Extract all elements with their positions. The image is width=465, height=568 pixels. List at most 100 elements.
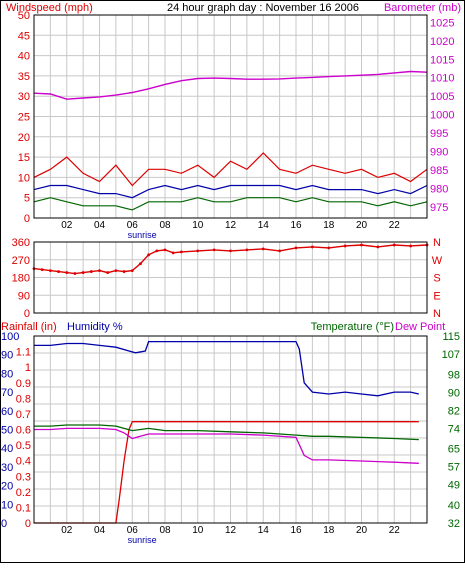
temperature-tick-label: 32 <box>448 518 460 530</box>
rain-panel-xtick-label: 16 <box>290 525 302 536</box>
wind-direction-point <box>229 249 232 253</box>
wind-direction-point <box>360 243 363 247</box>
direction-tick-label: 0 <box>24 308 30 320</box>
wind-direction-point <box>114 269 118 272</box>
rainfall-axis-label: Rainfall (in) <box>1 321 57 333</box>
wind-panel-xtick-label: 12 <box>225 220 237 231</box>
compass-letter-label: N <box>433 237 441 249</box>
barometer-tick-label: 985 <box>430 165 448 177</box>
humidity-axis-label: Humidity % <box>67 321 123 333</box>
rain-panel-xtick-label: 06 <box>127 525 139 536</box>
rain-panel-frame <box>33 335 428 524</box>
humidity-line <box>34 340 419 397</box>
humidity-tick-label: 100 <box>1 331 19 343</box>
windspeed-tick-label: 50 <box>18 10 30 22</box>
humidity-tick-label: 20 <box>1 481 13 493</box>
barometer-tick-label: 1010 <box>430 73 454 85</box>
compass-letter-label: N <box>433 308 441 320</box>
rain-panel-xtick-label: 08 <box>159 525 171 536</box>
wind-direction-point <box>278 249 282 253</box>
wind-panel-sunrise-label: sunrise <box>128 230 157 240</box>
rain-panel-xtick-label: 04 <box>94 525 106 536</box>
rain-panel-xtick-label: 02 <box>61 525 73 536</box>
windspeed-axis-label: Windspeed (mph) <box>6 2 93 14</box>
wind-panel-xtick-label: 10 <box>192 220 204 231</box>
wind-direction-point <box>343 244 347 248</box>
wind-panel-frame <box>33 14 428 219</box>
wind-direction-point <box>81 271 85 274</box>
wind-lull-line <box>33 197 428 211</box>
wind-direction-point <box>376 245 380 249</box>
barometer-tick-label: 1000 <box>430 110 454 122</box>
humidity-tick-label: 0 <box>1 518 7 530</box>
temperature-line <box>34 424 419 441</box>
direction-tick-label: 180 <box>12 273 30 285</box>
wind-panel-xtick-label: 06 <box>127 220 139 231</box>
humidity-tick-label: 80 <box>1 368 13 380</box>
windspeed-tick-label: 10 <box>18 172 30 184</box>
rain-panel-sunrise-label: sunrise <box>128 535 157 545</box>
wind-direction-point <box>98 269 101 272</box>
rain-panel-xtick-label: 12 <box>225 525 237 536</box>
wind-direction-point <box>171 251 175 255</box>
humidity-tick-label: 60 <box>1 406 13 418</box>
humidity-tick-label: 90 <box>1 350 13 362</box>
windspeed-tick-label: 45 <box>18 30 30 42</box>
wind-direction-point <box>147 253 151 257</box>
humidity-tick-label: 30 <box>1 462 13 474</box>
wind-direction-point <box>261 247 265 251</box>
wind-average-line <box>33 184 428 199</box>
dewpoint-line <box>34 427 419 464</box>
wind-direction-point <box>327 246 331 250</box>
compass-letter-label: W <box>432 255 443 267</box>
wind-direction-point <box>294 246 298 250</box>
graph-title: 24 hour graph day : November 16 2006 <box>167 2 359 14</box>
compass-letter-label: E <box>433 290 440 302</box>
wind-direction-point <box>310 245 314 249</box>
temperature-axis-label: Temperature (°F) <box>311 321 394 333</box>
series-layer <box>32 70 429 524</box>
wind-direction-point <box>139 262 142 266</box>
direction-tick-label: 90 <box>18 290 30 302</box>
wind-direction-point <box>122 270 126 273</box>
wind-direction-point <box>179 250 183 254</box>
grid-layer <box>34 15 427 523</box>
rainfall-tick-label: 1.1 <box>16 347 31 359</box>
temperature-tick-label: 90 <box>448 387 460 399</box>
wind-direction-point <box>212 248 216 252</box>
rainfall-tick-label: 1 <box>25 362 31 374</box>
humidity-tick-label: 10 <box>1 499 13 511</box>
barometer-tick-label: 1025 <box>430 17 454 29</box>
wind-panel-xtick-label: 04 <box>94 220 106 231</box>
wind-panel-xtick-label: 08 <box>159 220 171 231</box>
temperature-tick-label: 98 <box>448 369 460 381</box>
wind-direction-point <box>163 248 167 252</box>
wind-direction-point <box>73 272 77 275</box>
rainfall-tick-label: 0.3 <box>16 471 31 483</box>
rainfall-tick-label: 0.2 <box>16 487 31 499</box>
wind-direction-point <box>65 271 69 274</box>
rainfall-tick-label: 0.5 <box>16 440 31 452</box>
rain-panel-xtick-label: 14 <box>258 525 270 536</box>
temperature-tick-label: 49 <box>448 480 460 492</box>
rainfall-tick-label: 0.9 <box>16 378 31 390</box>
temperature-tick-label: 65 <box>448 444 460 456</box>
temperature-tick-label: 40 <box>448 500 460 512</box>
wind-direction-point <box>89 270 93 273</box>
barometer-tick-label: 975 <box>430 202 448 214</box>
windspeed-tick-label: 5 <box>24 193 30 205</box>
wind-panel-xtick-label: 18 <box>323 220 335 231</box>
wind-direction-point <box>196 249 200 253</box>
temperature-tick-label: 74 <box>448 423 460 435</box>
barometer-tick-label: 1005 <box>430 91 454 103</box>
temperature-tick-label: 115 <box>442 331 460 343</box>
direction-tick-label: 360 <box>12 237 30 249</box>
wind-panel-xtick-label: 22 <box>389 220 401 231</box>
wind-direction-point <box>409 244 413 248</box>
wind-direction-point <box>155 249 159 253</box>
humidity-tick-label: 50 <box>1 425 13 437</box>
rain-panel-xtick-label: 18 <box>323 525 335 536</box>
wind-direction-point <box>57 270 60 273</box>
